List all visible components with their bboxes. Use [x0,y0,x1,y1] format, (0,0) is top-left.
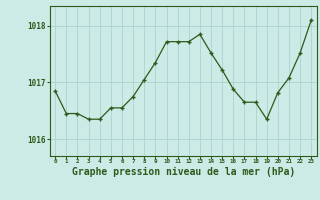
X-axis label: Graphe pression niveau de la mer (hPa): Graphe pression niveau de la mer (hPa) [72,167,295,177]
